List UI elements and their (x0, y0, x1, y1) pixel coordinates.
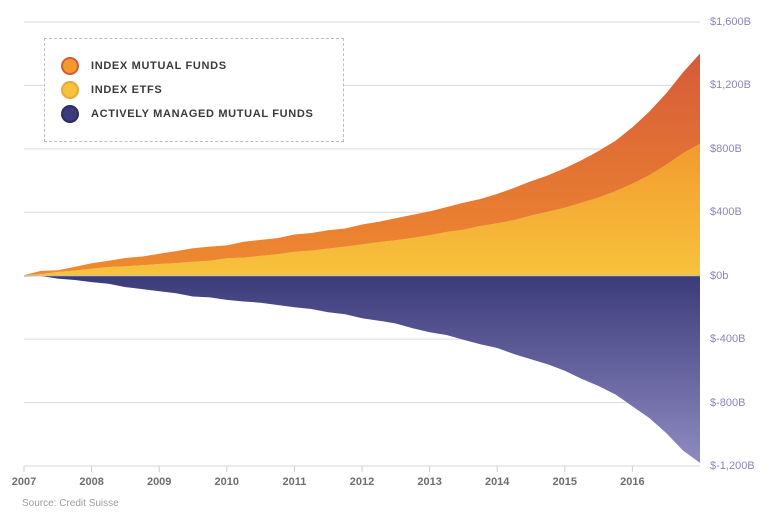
legend-label: ACTIVELY MANAGED MUTUAL FUNDS (91, 108, 313, 120)
x-axis-label: 2016 (620, 476, 644, 488)
x-axis-label: 2008 (79, 476, 103, 488)
y-axis-label: $-400B (710, 333, 745, 345)
y-axis-label: $-1,200B (710, 460, 755, 472)
x-axis-label: 2015 (553, 476, 577, 488)
legend-box: INDEX MUTUAL FUNDS INDEX ETFS ACTIVELY MAN… (44, 38, 344, 142)
legend-label: INDEX ETFS (91, 84, 162, 96)
legend-swatch-icon (61, 105, 79, 123)
x-axis-label: 2010 (215, 476, 239, 488)
x-axis-label: 2011 (282, 476, 306, 488)
x-axis-label: 2009 (147, 476, 171, 488)
y-axis-label: $400B (710, 206, 742, 218)
legend-swatch-icon (61, 57, 79, 75)
x-axis-label: 2013 (417, 476, 441, 488)
legend-item: ACTIVELY MANAGED MUTUAL FUNDS (61, 105, 323, 123)
x-axis-label: 2014 (485, 476, 509, 488)
legend-item: INDEX ETFS (61, 81, 323, 99)
y-axis-label: $0b (710, 270, 728, 282)
legend-item: INDEX MUTUAL FUNDS (61, 57, 323, 75)
legend-swatch-icon (61, 81, 79, 99)
legend-label: INDEX MUTUAL FUNDS (91, 60, 227, 72)
chart-container: INDEX MUTUAL FUNDS INDEX ETFS ACTIVELY MAN… (0, 0, 770, 518)
source-credit: Source: Credit Suisse (22, 498, 119, 509)
y-axis-label: $1,600B (710, 16, 751, 28)
y-axis-label: $1,200B (710, 79, 751, 91)
y-axis-label: $800B (710, 143, 742, 155)
series-actively-managed (24, 276, 700, 463)
x-axis-label: 2007 (12, 476, 36, 488)
y-axis-label: $-800B (710, 397, 745, 409)
x-axis-label: 2012 (350, 476, 374, 488)
